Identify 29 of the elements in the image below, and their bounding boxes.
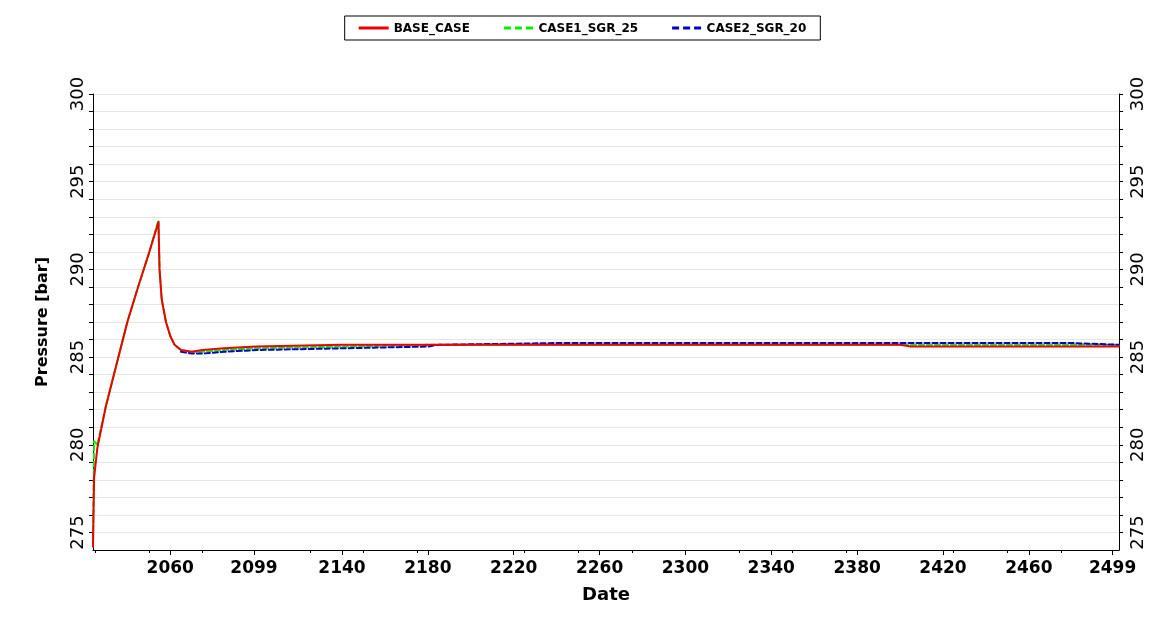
legend-label: CASE1_SGR_25 [538,21,639,36]
x-tick-label: 2260 [575,556,624,577]
x-tick-label: 2220 [490,556,538,577]
y-axis-title: Pressure [bar] [31,257,51,387]
x-tick-label: 2499 [1088,556,1137,577]
x-tick-label: 2099 [230,556,278,577]
x-axis-title: Date [582,582,630,604]
y2-tick-label: 295 [1125,164,1147,199]
x-tick-label: 2060 [146,556,195,577]
x-tick-label: 2420 [919,556,967,577]
y2-tick-label: 280 [1125,427,1147,462]
y2-tick-label: 285 [1125,339,1147,375]
y-tick-label: 275 [65,515,87,550]
y-tick-label: 295 [65,164,87,199]
y2-tick-label: 300 [1125,76,1147,112]
y2-tick-label: 290 [1125,252,1147,287]
y2-tick-label: 275 [1125,515,1147,550]
x-tick-label: 2460 [1005,556,1053,577]
legend-label: CASE2_SGR_20 [706,21,807,36]
x-tick-label: 2340 [747,556,796,577]
y-tick-label: 285 [65,339,87,375]
legend-label: BASE_CASE [393,21,470,36]
y-tick-label: 300 [65,76,87,112]
x-tick-label: 2140 [318,556,366,577]
y-tick-label: 290 [65,252,87,287]
x-tick-label: 2180 [404,556,452,577]
y-tick-label: 280 [65,427,87,462]
x-tick-label: 2380 [833,556,881,577]
x-tick-label: 2300 [661,556,710,577]
